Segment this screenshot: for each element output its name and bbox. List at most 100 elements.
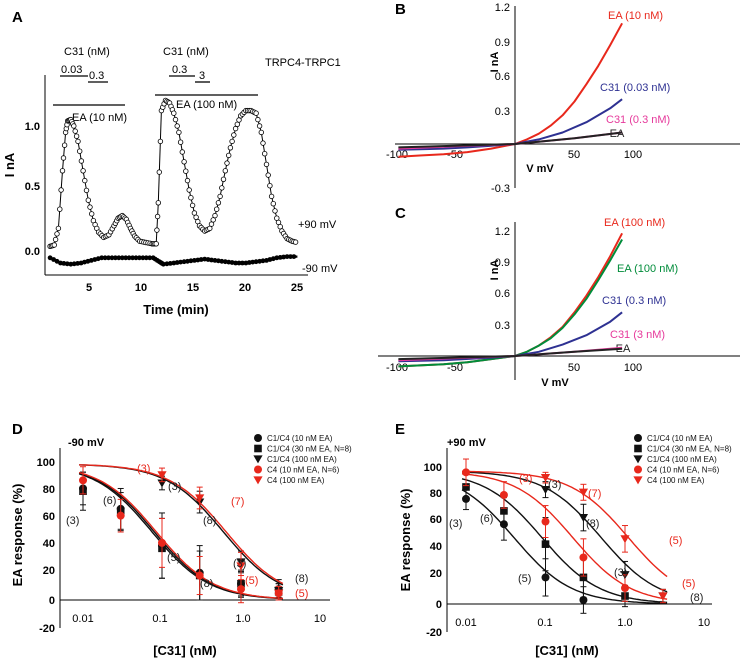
panel-e-data-point xyxy=(540,474,551,483)
panel-a-point-pos xyxy=(267,182,273,189)
panel-a-point-neg xyxy=(167,261,173,266)
panel-a-xtick: 15 xyxy=(187,282,199,294)
panel-a-point-pos xyxy=(83,187,90,194)
panel-a-point-neg xyxy=(281,254,286,260)
panel-a-point-neg xyxy=(288,254,293,259)
panel-d-data-point xyxy=(195,494,205,503)
panel-d-data-point xyxy=(237,585,245,594)
panel-a-point-neg xyxy=(260,258,266,264)
panel-d-fit-curve xyxy=(79,464,284,585)
panel-b-xtick: 50 xyxy=(568,149,580,161)
panel-c-iv-curve xyxy=(398,239,623,368)
panel-a-point-neg xyxy=(147,255,153,261)
panel-b-ytick: 0.9 xyxy=(495,37,510,49)
panel-a-point-neg xyxy=(236,260,242,266)
panel-a-traces xyxy=(47,97,299,267)
panel-a-point-pos xyxy=(73,133,80,139)
panel-a-point-pos xyxy=(174,123,180,129)
panel-e-x-label: [C31] (nM) xyxy=(535,643,599,658)
panel-e-data-point xyxy=(620,535,630,544)
panel-a-point-neg xyxy=(219,258,225,264)
panel-d-legend-data-point xyxy=(253,476,263,485)
panel-c-y-label: I nA xyxy=(489,260,501,281)
panel-e-title: +90 mV xyxy=(447,437,486,449)
panel-e-n-label: (5) xyxy=(518,573,531,585)
panel-a-ytick: 0.5 xyxy=(25,181,40,193)
panel-a-point-pos xyxy=(58,187,64,193)
panel-e-ytick: 60 xyxy=(430,514,442,526)
panel-d-n-label: (8) xyxy=(295,573,308,585)
panel-a-x-label: Time (min) xyxy=(143,302,209,317)
panel-a-dose-label: 3 xyxy=(199,70,205,82)
panel-c-xtick: 50 xyxy=(568,362,580,374)
panel-a-point-pos xyxy=(262,150,268,157)
panel-a-point-pos xyxy=(156,169,162,175)
panel-a-dose-label: 0.3 xyxy=(172,64,187,76)
panel-a-point-neg xyxy=(188,258,194,264)
panel-a-point-pos xyxy=(215,200,222,206)
panel-a-point-neg xyxy=(116,255,122,261)
panel-a-point-pos xyxy=(176,129,182,136)
panel-a-point-pos xyxy=(172,116,179,123)
panel-d-xtick: 10 xyxy=(314,613,326,625)
panel-a-point-pos xyxy=(157,138,164,145)
panel-b-series-label: C31 (0.03 nM) xyxy=(600,82,670,94)
panel-a-point-pos xyxy=(78,158,85,164)
panel-d-x-label: [C31] (nM) xyxy=(153,643,217,658)
panel-b-xtick: -50 xyxy=(447,149,463,161)
panel-e-xtick: 1.0 xyxy=(617,617,632,629)
panel-a-point-pos xyxy=(272,208,278,214)
panel-a-point-neg xyxy=(178,259,184,265)
panel-e-fit-curve xyxy=(461,489,668,605)
panel-e-fit-curve xyxy=(462,471,668,593)
panel-e-chart: 100 80 60 40 20 0 -20 0.01 0.1 1.0 10 [C… xyxy=(398,434,732,658)
panel-e-legend: C1/C4 (10 nM EA) C1/C4 (30 nM EA, N=8)C1/… xyxy=(633,434,732,485)
panel-d-fit-curve xyxy=(78,471,283,600)
panel-e-ytick: 100 xyxy=(424,462,442,474)
panel-a-point-neg xyxy=(291,254,297,259)
panel-a-point-pos xyxy=(253,110,259,116)
panel-d-n-labels: (3) (6) (3) (3) (7) (8) (5) (3) (5) (8) (8) (5) xyxy=(66,463,308,600)
panel-a-point-pos xyxy=(258,129,264,136)
panel-b-ytick: 0.6 xyxy=(495,71,510,83)
panel-a-point-pos xyxy=(224,160,230,166)
panel-e-legend-data-point xyxy=(634,444,642,453)
panel-a-point-pos xyxy=(72,128,78,134)
panel-b-chart: 1.2 0.9 0.6 0.3 -0.3 -100 -50 50 100 V m… xyxy=(386,2,740,195)
panel-e-data-point xyxy=(579,553,588,562)
panel-d-n-label: (5) xyxy=(295,588,308,600)
panel-e-n-label: (3) xyxy=(519,473,532,485)
panel-e-n-label: (7) xyxy=(588,488,601,500)
panel-d-ytick: 40 xyxy=(43,538,55,550)
panel-c-iv-curve xyxy=(398,311,623,363)
panel-a-point-pos xyxy=(183,168,189,174)
panel-e-legend-data-point xyxy=(633,476,643,485)
panel-a-trace-label-pos: +90 mV xyxy=(298,219,337,231)
panel-a-point-pos xyxy=(52,236,59,243)
panel-a-point-neg xyxy=(119,255,125,261)
panel-a-point-pos xyxy=(227,145,234,151)
panel-c-iv-curve xyxy=(398,347,623,361)
panel-e-legend-data-point xyxy=(633,455,643,464)
panel-a-point-pos xyxy=(189,202,196,209)
panel-a-point-pos xyxy=(255,116,261,123)
panel-a-point-pos xyxy=(184,177,191,184)
panel-e-ytick: 0 xyxy=(436,599,442,611)
panel-e-xtick: 0.01 xyxy=(455,617,476,629)
panel-a-xtick: 10 xyxy=(135,282,147,294)
panel-a-point-pos xyxy=(153,241,159,247)
panel-e-n-label: (5) xyxy=(682,578,695,590)
panel-b-iv-curve xyxy=(398,22,623,158)
panel-a-point-pos xyxy=(260,140,266,146)
panel-d-ytick: 100 xyxy=(37,457,55,469)
panel-label-b: B xyxy=(395,1,406,18)
panel-a-point-pos xyxy=(60,155,67,161)
panel-a-point-pos xyxy=(225,152,232,159)
panel-c-traces xyxy=(398,232,623,368)
panel-c-ytick: 0.3 xyxy=(495,320,510,332)
panel-a-point-pos xyxy=(231,132,237,138)
panel-b-traces xyxy=(398,22,623,158)
panel-a-point-pos xyxy=(292,239,299,245)
panel-e-legend-label: C1/C4 (10 nM EA) xyxy=(647,434,713,443)
